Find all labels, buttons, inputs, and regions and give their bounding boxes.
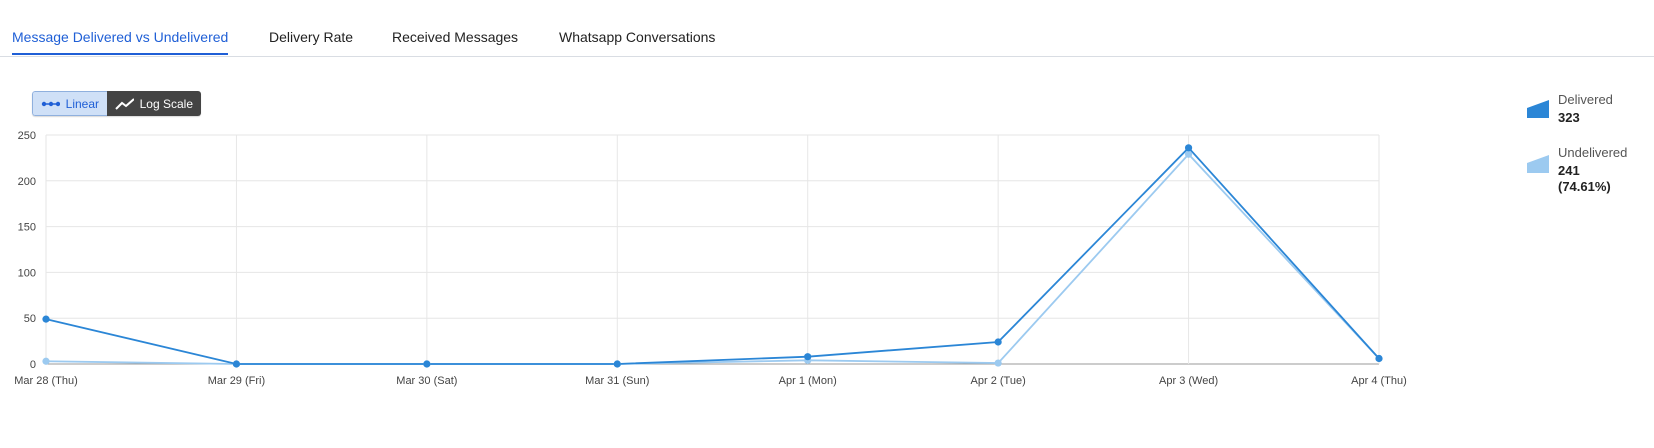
x-tick-label: Mar 31 (Sun) xyxy=(585,375,649,387)
x-tick-label: Apr 4 (Thu) xyxy=(1351,375,1407,387)
scale-toggle: Linear Log Scale xyxy=(32,91,201,116)
chart-grid xyxy=(45,134,1380,365)
legend-undelivered-name: Undelivered xyxy=(1558,145,1628,160)
chart-series xyxy=(42,144,1383,368)
x-tick-label: Mar 30 (Sat) xyxy=(396,375,457,387)
data-point-delivered[interactable] xyxy=(232,360,241,368)
series-line-delivered xyxy=(45,146,1380,365)
tab-whatsapp-conversations[interactable]: Whatsapp Conversations xyxy=(559,29,716,45)
line-chart: 0 50 100 150 200 250 Mar 28 (Thu) Mar 29 (Fri)… xyxy=(14,130,1407,387)
data-point-delivered[interactable] xyxy=(1375,354,1383,363)
y-tick-label: 100 xyxy=(18,267,36,279)
tab-bar: Message Delivered vs Undelivered Deliver… xyxy=(0,0,1654,57)
legend-undelivered-value: 241 xyxy=(1558,163,1580,178)
x-tick-label: Apr 2 (Tue) xyxy=(971,375,1026,387)
x-tick-label: Mar 28 (Thu) xyxy=(14,375,78,387)
tab-received-messages[interactable]: Received Messages xyxy=(392,29,519,45)
data-point-delivered[interactable] xyxy=(423,360,431,368)
data-point-undelivered[interactable] xyxy=(994,359,1002,367)
linear-scale-label: Linear xyxy=(65,96,99,111)
y-tick-label: 50 xyxy=(24,313,36,325)
data-point-delivered[interactable] xyxy=(1184,144,1193,152)
undelivered-swatch-icon xyxy=(1527,155,1549,173)
x-tick-label: Mar 29 (Fri) xyxy=(208,375,265,387)
log-scale-button[interactable]: Log Scale xyxy=(107,91,201,116)
linear-scale-button[interactable]: Linear xyxy=(32,91,107,116)
legend-undelivered-percent: (74.61%) xyxy=(1558,179,1611,194)
y-tick-label: 150 xyxy=(18,222,36,234)
y-tick-label: 250 xyxy=(18,130,36,142)
data-point-delivered[interactable] xyxy=(994,338,1002,346)
data-point-delivered[interactable] xyxy=(42,315,50,323)
x-tick-label: Apr 1 (Mon) xyxy=(779,375,837,387)
legend-delivered-name: Delivered xyxy=(1558,92,1613,107)
active-tab-indicator xyxy=(12,53,228,55)
data-point-delivered[interactable] xyxy=(804,353,812,361)
y-tick-label: 200 xyxy=(18,176,36,188)
data-point-undelivered[interactable] xyxy=(1184,150,1193,158)
linear-dots-icon xyxy=(41,101,60,106)
legend-delivered-value: 323 xyxy=(1558,110,1580,125)
data-point-delivered[interactable] xyxy=(613,360,621,368)
y-tick-label: 0 xyxy=(30,359,36,371)
y-axis: 0 50 100 150 200 250 xyxy=(18,130,36,371)
delivered-swatch-icon xyxy=(1527,100,1549,118)
series-line-undelivered xyxy=(45,152,1380,365)
trend-line-icon xyxy=(115,97,134,110)
x-tick-label: Apr 3 (Wed) xyxy=(1159,375,1218,387)
log-scale-label: Log Scale xyxy=(139,96,193,111)
tab-delivery-rate[interactable]: Delivery Rate xyxy=(269,29,354,45)
data-point-undelivered[interactable] xyxy=(42,357,50,365)
tab-delivered-vs-undelivered[interactable]: Message Delivered vs Undelivered xyxy=(12,29,229,45)
x-axis: Mar 28 (Thu) Mar 29 (Fri) Mar 30 (Sat) Mar … xyxy=(14,375,1407,387)
